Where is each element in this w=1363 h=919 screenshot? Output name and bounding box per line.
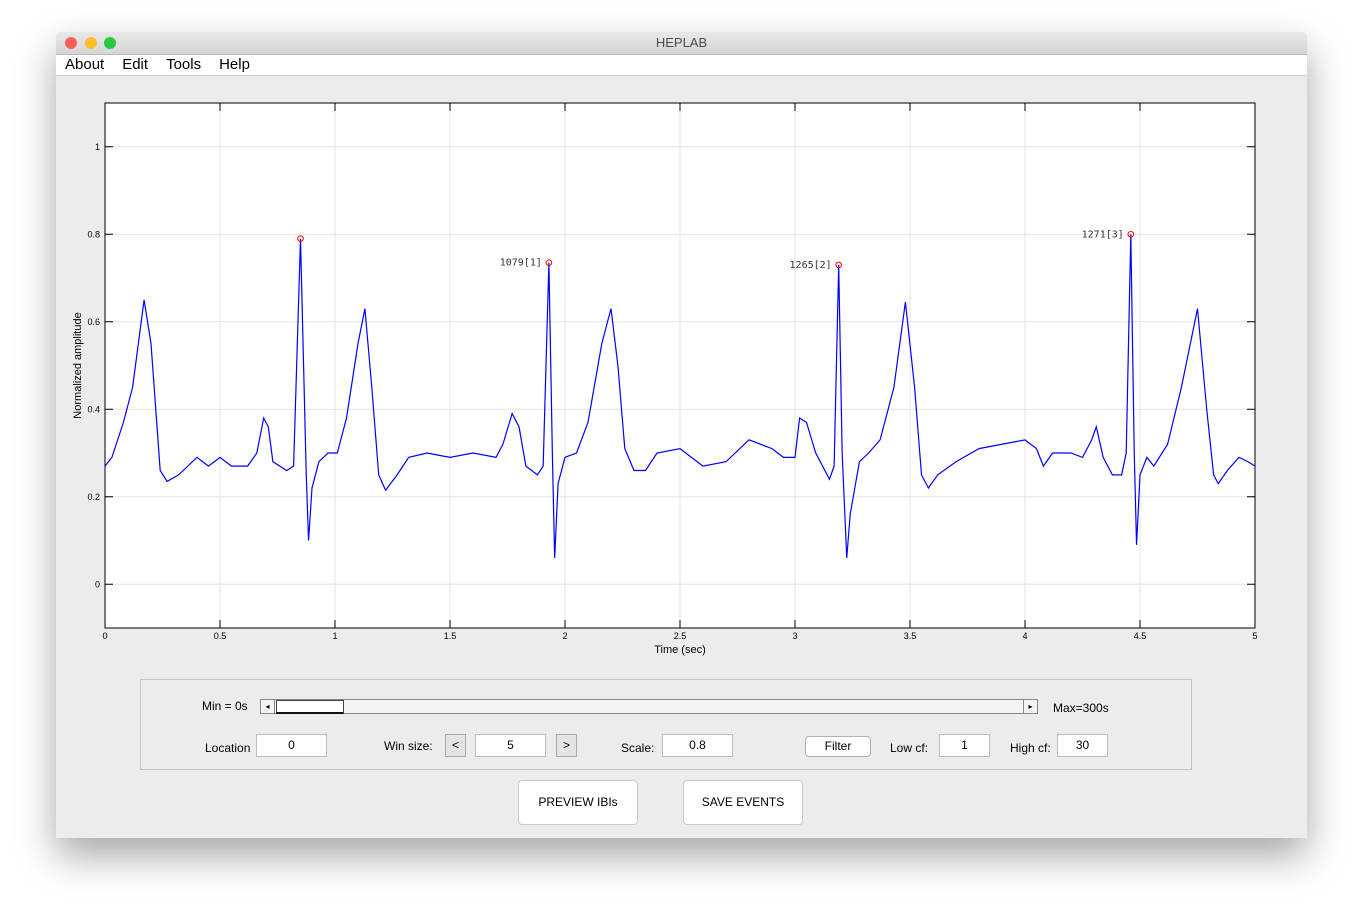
peak-marker (545, 259, 553, 266)
x-tick-label: 3 (792, 631, 797, 641)
scale-input[interactable]: 0.8 (662, 734, 733, 757)
window-title: HEPLAB (655, 35, 708, 50)
x-tick-label: 2.5 (674, 631, 687, 641)
win-size-decrease[interactable]: < (445, 734, 466, 757)
x-tick-label: 0.5 (214, 631, 227, 641)
slider[interactable]: ◂ ▸ (260, 699, 1038, 714)
x-axis-label: Time (sec) (654, 644, 706, 656)
minimize-button[interactable] (85, 37, 97, 49)
slider-thumb[interactable] (276, 700, 344, 714)
menu-bar: About Edit Tools Help (56, 55, 1307, 76)
low-cf-label: Low cf: (890, 741, 929, 755)
y-tick-label: 0.8 (87, 229, 100, 239)
axes-box (104, 102, 1256, 629)
save-events-button[interactable]: SAVE EVENTS (683, 780, 803, 825)
win-size-label: Win size: (384, 739, 433, 753)
x-tick-label: 1.5 (444, 631, 457, 641)
menu-item[interactable]: Help (219, 56, 250, 73)
title-bar: HEPLAB (56, 32, 1307, 55)
slider-max-label: Max=300s (1053, 701, 1109, 715)
y-tick-label: 1 (95, 142, 100, 152)
slider-right-arrow[interactable]: ▸ (1023, 700, 1037, 713)
menu-item[interactable]: About (65, 56, 105, 73)
y-tick-label: 0 (95, 579, 100, 589)
peak-marker (297, 235, 304, 242)
peak-label: 1271[3] (1082, 229, 1124, 240)
high-cf-label: High cf: (1010, 741, 1051, 755)
location-input[interactable]: 0 (256, 734, 327, 757)
x-tick-label: 4 (1022, 631, 1027, 641)
peak-marker (1127, 230, 1135, 238)
x-tick-label: 4.5 (1134, 631, 1147, 641)
zoom-button[interactable] (104, 37, 116, 49)
peak-label: 1265[2] (790, 260, 832, 271)
slider-left-arrow[interactable]: ◂ (261, 700, 275, 713)
peak-marker (835, 261, 843, 269)
scale-label: Scale: (621, 741, 655, 755)
filter-button[interactable]: Filter (805, 736, 871, 757)
x-tick-label: 3.5 (904, 631, 917, 641)
signal-line (104, 234, 1256, 559)
x-tick-label: 5 (1252, 631, 1257, 641)
y-axis-label: Normalized amplitude (72, 312, 84, 418)
x-tick-label: 0 (102, 631, 107, 641)
slider-min-label: Min = 0s (202, 699, 248, 713)
high-cf-input[interactable]: 30 (1057, 734, 1108, 757)
y-tick-label: 0.4 (87, 404, 100, 414)
peak-label: 1079[1] (500, 258, 542, 269)
close-button[interactable] (65, 37, 77, 49)
preview-ibis-button[interactable]: PREVIEW IBIs (518, 780, 638, 825)
y-tick-label: 0.2 (87, 492, 100, 502)
low-cf-input[interactable]: 1 (939, 734, 990, 757)
x-tick-label: 2 (562, 631, 567, 641)
x-tick-label: 1 (332, 631, 337, 641)
win-size-input[interactable]: 5 (475, 734, 546, 757)
y-tick-label: 0.6 (87, 317, 100, 327)
location-label: Location (205, 741, 251, 755)
control-panel (140, 679, 1192, 770)
win-size-increase[interactable]: > (556, 734, 577, 757)
menu-item[interactable]: Tools (166, 56, 202, 73)
menu-item[interactable]: Edit (122, 56, 149, 73)
